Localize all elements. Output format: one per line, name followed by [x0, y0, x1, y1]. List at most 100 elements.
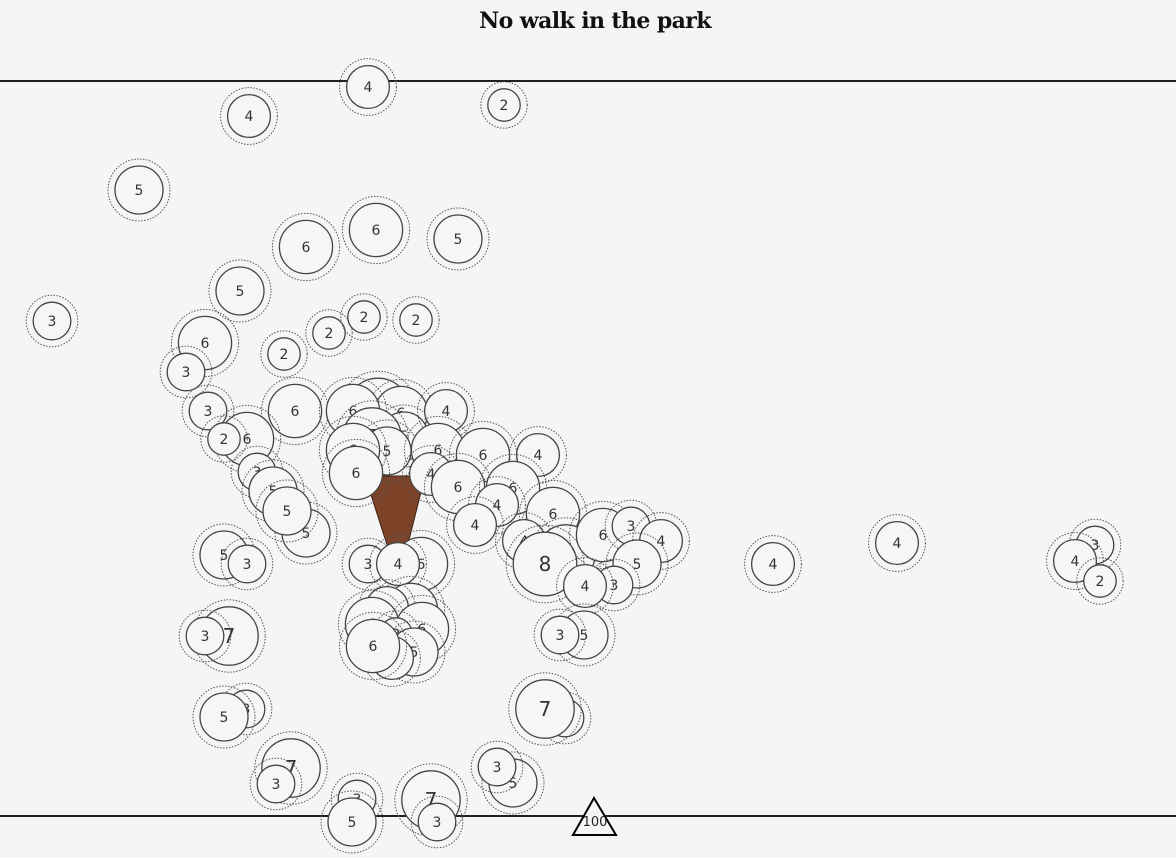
- data-point-circle: [267, 383, 323, 439]
- data-point-halo: [341, 195, 411, 265]
- data-point-label: 6: [434, 443, 443, 459]
- data-point-label: 3: [204, 404, 213, 420]
- data-point-circle: [375, 541, 421, 587]
- data-point-circle: [312, 316, 346, 350]
- data-point-circle: [185, 616, 225, 656]
- data-point-circle: [166, 352, 206, 392]
- data-point-halo: [1076, 557, 1124, 605]
- data-point-label: 2: [1096, 574, 1105, 590]
- data-point-label: 5: [220, 548, 229, 564]
- data-point-halo: [632, 512, 690, 570]
- data-point-circle: [32, 301, 72, 341]
- data-point: 5: [192, 685, 256, 749]
- data-point-circle: [417, 802, 457, 842]
- data-point-halo: [587, 558, 641, 612]
- data-point: 6: [321, 438, 391, 508]
- data-point: 2: [392, 296, 440, 344]
- data-point: 2: [305, 309, 353, 357]
- data-point-label: 6: [302, 240, 311, 256]
- data-point-label: 6: [352, 466, 361, 482]
- data-point-label: 7: [539, 697, 552, 721]
- data-point: 4: [339, 58, 397, 116]
- data-point-label: 3: [433, 815, 442, 831]
- data-point-halo: [320, 790, 384, 854]
- data-point-halo: [208, 259, 272, 323]
- data-point-circle: [477, 747, 517, 787]
- data-point-label: 4: [581, 579, 590, 595]
- data-point-halo: [192, 685, 256, 749]
- data-point-label: 4: [442, 404, 451, 420]
- data-point-label: 5: [580, 628, 589, 644]
- data-point-halo: [192, 599, 266, 673]
- data-point: 2: [200, 415, 248, 463]
- data-point-circle: [188, 391, 228, 431]
- data-point-halo: [744, 535, 802, 593]
- data-point: 4: [369, 535, 427, 593]
- data-point-label: 5: [348, 815, 357, 831]
- data-point: 2: [260, 330, 308, 378]
- data-point: 3: [470, 740, 524, 794]
- data-point-label: 4: [534, 448, 543, 464]
- data-point-label: 3: [272, 777, 281, 793]
- data-point-circle: [347, 300, 381, 334]
- data-point: 2: [480, 81, 528, 129]
- data-point-halo: [254, 731, 328, 805]
- data-point-halo: [260, 330, 308, 378]
- data-point-label: 5: [509, 776, 518, 792]
- data-point: 5: [320, 790, 384, 854]
- data-point-label: 3: [243, 557, 252, 573]
- data-point-circle: [227, 544, 267, 584]
- data-point-circle: [215, 266, 265, 316]
- data-point-halo: [605, 532, 669, 596]
- data-point-label: 6: [599, 528, 608, 544]
- data-point-label: 5: [383, 444, 392, 460]
- data-point: 2: [1076, 557, 1124, 605]
- data-point: 4: [556, 557, 614, 615]
- data-point-halo: [25, 294, 79, 348]
- data-point: 4: [446, 496, 504, 554]
- data-point-label: 3: [1091, 538, 1100, 554]
- data-point-circle: [226, 93, 272, 139]
- data-point-halo: [107, 158, 171, 222]
- data-point-label: 2: [280, 347, 289, 363]
- data-point-label: 6: [369, 639, 378, 655]
- data-point: 5: [255, 479, 319, 543]
- data-point-halo: [338, 611, 408, 681]
- data-point-circle: [278, 219, 334, 275]
- data-point-label: 5: [454, 232, 463, 248]
- data-point-halo: [335, 400, 409, 474]
- data-point-circle: [267, 337, 301, 371]
- data-point-halo: [417, 382, 475, 440]
- data-point-circle: [328, 445, 384, 501]
- data-point-halo: [220, 537, 274, 591]
- data-point-halo: [249, 757, 303, 811]
- data-point-label: 6: [201, 336, 210, 352]
- data-point-circle: [262, 486, 312, 536]
- data-point-circle: [515, 679, 575, 739]
- data-point: 5: [426, 207, 490, 271]
- data-point: 4: [868, 514, 926, 572]
- data-point-halo: [410, 795, 464, 849]
- data-point-label: 5: [135, 183, 144, 199]
- data-point: 3: [249, 757, 303, 811]
- data-point-circle: [199, 692, 249, 742]
- data-point: 8: [505, 524, 585, 604]
- data-point-halo: [394, 763, 468, 837]
- data-point-label: 4: [245, 109, 254, 125]
- data-point-label: 5: [236, 284, 245, 300]
- data-point: 4: [1046, 532, 1104, 590]
- data-point-circle: [327, 797, 377, 847]
- data-point-halo: [339, 58, 397, 116]
- points-layer: 4425665536322223662355586567566464646644…: [25, 58, 1124, 854]
- data-point-halo: [868, 514, 926, 572]
- data-point-label: 4: [657, 534, 666, 550]
- data-point-label: 5: [302, 526, 311, 542]
- triangle-label: 100: [583, 815, 608, 830]
- data-point-label: 5: [633, 557, 642, 573]
- data-point-label: 4: [493, 498, 502, 514]
- data-point-halo: [219, 682, 273, 736]
- data-point-halo: [363, 629, 421, 687]
- data-point: 3: [410, 795, 464, 849]
- data-point: 6: [341, 195, 411, 265]
- data-point-label: 3: [182, 365, 191, 381]
